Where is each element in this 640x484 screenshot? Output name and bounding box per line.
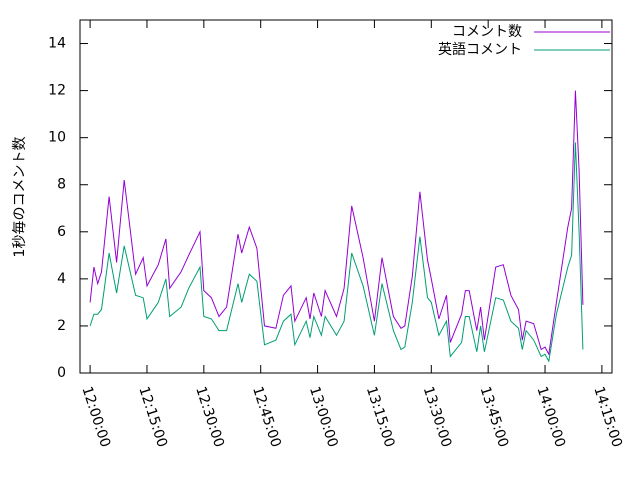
y-tick-label: 2 <box>57 318 66 334</box>
x-tick-label: 13:00:00 <box>306 385 341 450</box>
plot-frame <box>79 19 613 374</box>
legend-label: 英語コメント <box>438 41 522 58</box>
x-tick-label: 13:30:00 <box>420 385 455 450</box>
y-tick-label: 4 <box>57 271 66 287</box>
y-tick-label: 6 <box>57 224 66 240</box>
series-line <box>89 142 584 363</box>
x-tick-label: 13:15:00 <box>363 385 398 450</box>
y-axis-label: 1秒毎のコメント数 <box>12 137 28 258</box>
x-tick-label: 14:15:00 <box>590 385 625 450</box>
x-tick-label: 12:00:00 <box>79 385 114 450</box>
legend-label: コメント数 <box>452 24 522 40</box>
y-tick-label: 8 <box>57 177 66 193</box>
x-tick-label: 12:15:00 <box>135 385 170 450</box>
y-tick-label: 12 <box>48 83 66 99</box>
y-tick-label: 14 <box>48 36 66 52</box>
x-tick-label: 13:45:00 <box>477 385 512 450</box>
series-line <box>89 90 584 356</box>
y-tick-label: 10 <box>48 130 66 146</box>
y-tick-label: 0 <box>57 365 66 381</box>
x-tick-label: 12:30:00 <box>192 385 227 450</box>
x-tick-label: 14:00:00 <box>533 385 568 450</box>
x-tick-label: 12:45:00 <box>249 385 284 450</box>
